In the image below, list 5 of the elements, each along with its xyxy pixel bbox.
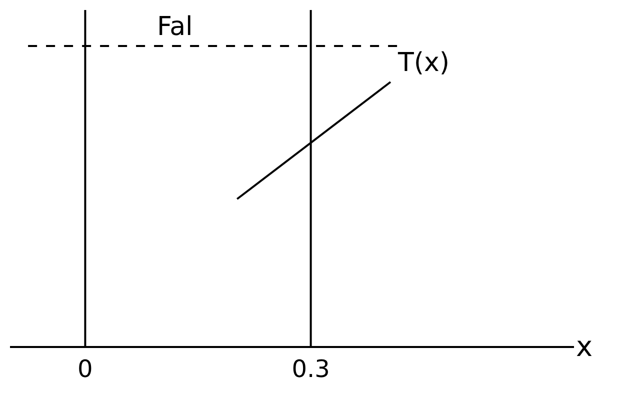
x-axis-title: x [576, 330, 593, 363]
annotation: Fal [157, 12, 193, 42]
annotation: T(x) [397, 48, 450, 78]
x-tick-label: 0 [78, 354, 93, 383]
x-tick-label: 0.3 [292, 354, 330, 383]
